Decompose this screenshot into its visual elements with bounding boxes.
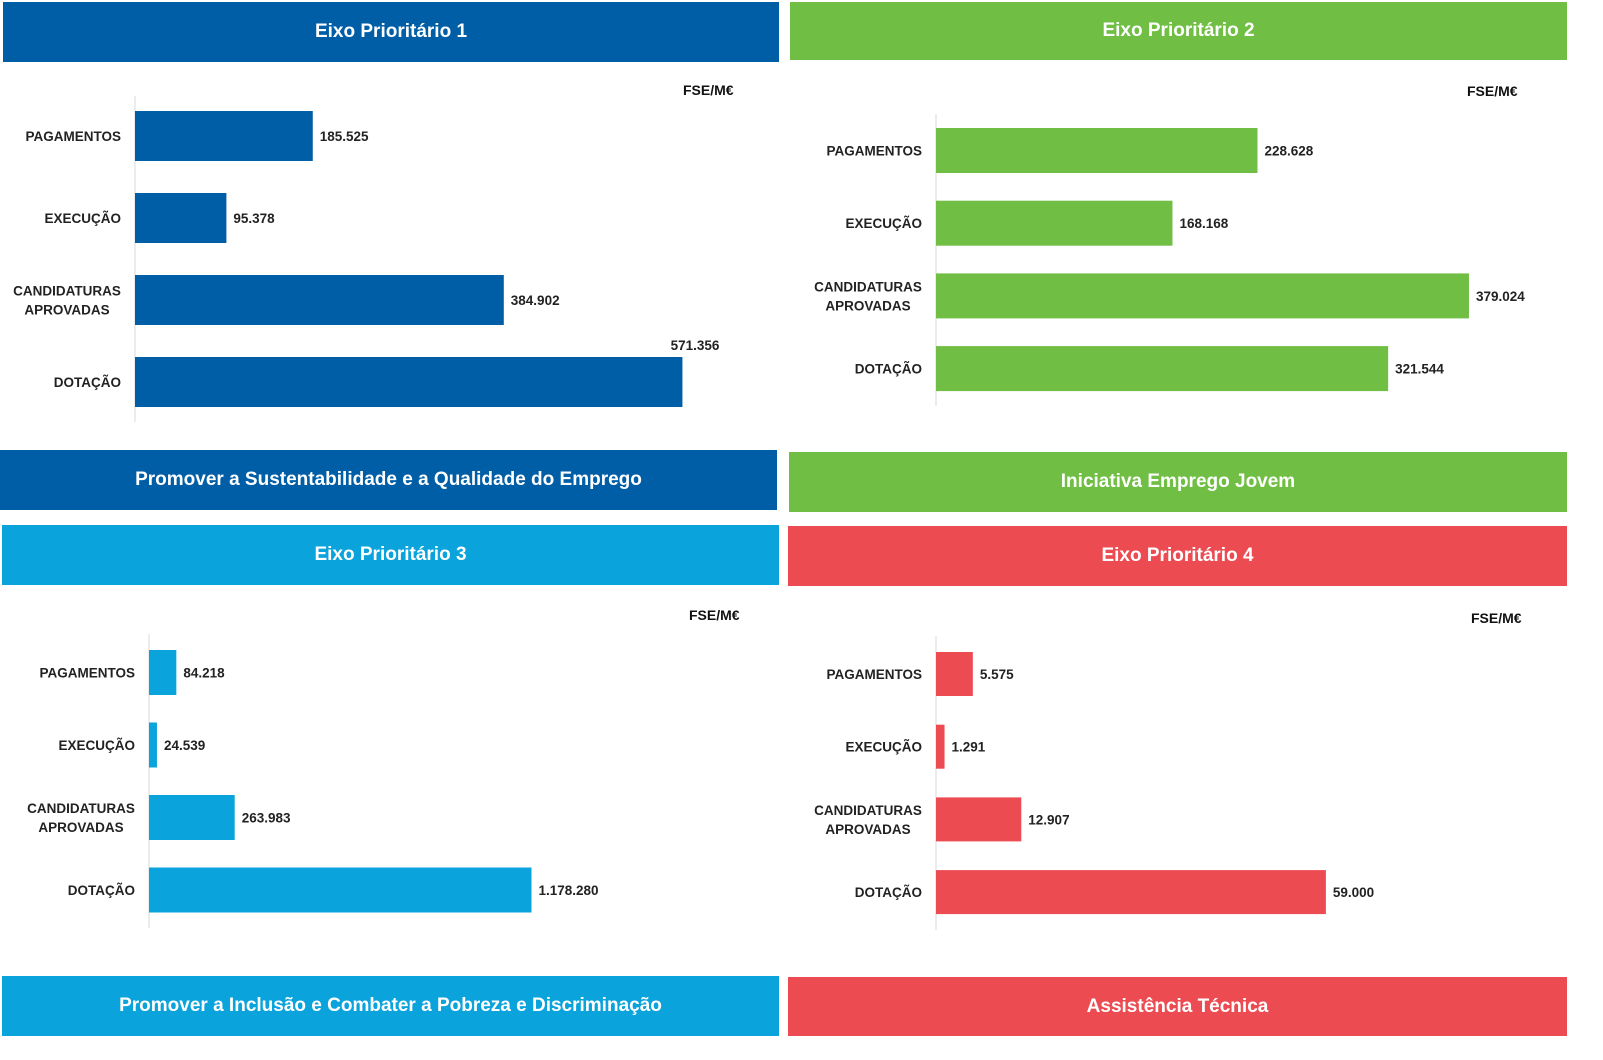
panel-title: Eixo Prioritário 1 [3,2,779,62]
category-label: DOTAÇÃO [855,885,922,900]
panel-title: Eixo Prioritário 3 [2,525,779,585]
data-label: 1.178.280 [538,883,598,898]
category-label: APROVADAS [24,303,109,318]
data-label: 263.983 [242,811,291,826]
data-label: 168.168 [1179,216,1228,231]
category-label: APROVADAS [38,820,123,835]
panel-subtitle: Assistência Técnica [788,977,1567,1036]
category-label: PAGAMENTOS [39,666,135,681]
data-label: 571.356 [671,338,720,353]
category-label: CANDIDATURAS [27,801,135,816]
bar [936,273,1469,319]
bar [936,128,1258,173]
unit-label: FSE/M€ [689,607,740,623]
category-label: EXECUÇÃO [845,740,922,755]
data-label: 95.378 [233,211,275,226]
category-label: EXECUÇÃO [58,738,135,753]
category-label: DOTAÇÃO [855,362,922,377]
data-label: 12.907 [1028,812,1069,827]
data-label: 185.525 [320,129,369,144]
bar [936,797,1022,842]
category-label: CANDIDATURAS [814,803,922,818]
category-label: APROVADAS [825,298,910,313]
bar-chart: PAGAMENTOS 185.525 EXECUÇÃO 95.378 CANDIDATU… [13,96,720,422]
bar [936,652,973,696]
panel-subtitle: Promover a Sustentabilidade e a Qualidad… [0,450,777,510]
bar [135,193,227,243]
bar [149,795,235,840]
bar [936,870,1326,915]
category-label: CANDIDATURAS [814,279,922,294]
bar [135,357,683,407]
bar [149,650,177,695]
bar [936,346,1389,392]
category-label: EXECUÇÃO [44,211,121,226]
data-label: 379.024 [1476,289,1525,304]
data-label: 24.539 [164,738,205,753]
bar [149,867,532,913]
category-label: PAGAMENTOS [25,129,121,144]
data-label: 321.544 [1395,362,1444,377]
category-label: PAGAMENTOS [826,144,922,159]
unit-label: FSE/M€ [1467,83,1518,99]
bar-chart: PAGAMENTOS 84.218 EXECUÇÃO 24.539 CANDIDATUR… [27,634,599,928]
data-label: 1.291 [952,740,986,755]
unit-label: FSE/M€ [683,82,734,98]
category-label: DOTAÇÃO [68,883,135,898]
data-label: 228.628 [1264,144,1313,159]
bar [936,200,1173,246]
category-label: CANDIDATURAS [13,284,121,299]
bar-chart: PAGAMENTOS 5.575 EXECUÇÃO 1.291 CANDIDATURAS… [814,636,1374,930]
data-label: 59.000 [1333,885,1374,900]
category-label: EXECUÇÃO [845,216,922,231]
unit-label: FSE/M€ [1471,610,1522,626]
category-label: DOTAÇÃO [54,375,121,390]
bar [135,111,313,161]
panel-title: Eixo Prioritário 4 [788,526,1567,586]
category-label: APROVADAS [825,822,910,837]
data-label: 84.218 [183,666,225,681]
panel-title: Eixo Prioritário 2 [790,2,1567,60]
bar [149,722,157,768]
category-label: PAGAMENTOS [826,667,922,682]
panel-subtitle: Iniciativa Emprego Jovem [789,452,1567,512]
data-label: 5.575 [980,667,1014,682]
data-label: 384.902 [511,293,560,308]
bar [936,724,945,769]
bar [135,275,504,325]
bar-chart: PAGAMENTOS 228.628 EXECUÇÃO 168.168 CANDIDAT… [814,114,1525,406]
panel-subtitle: Promover a Inclusão e Combater a Pobreza… [2,976,779,1036]
